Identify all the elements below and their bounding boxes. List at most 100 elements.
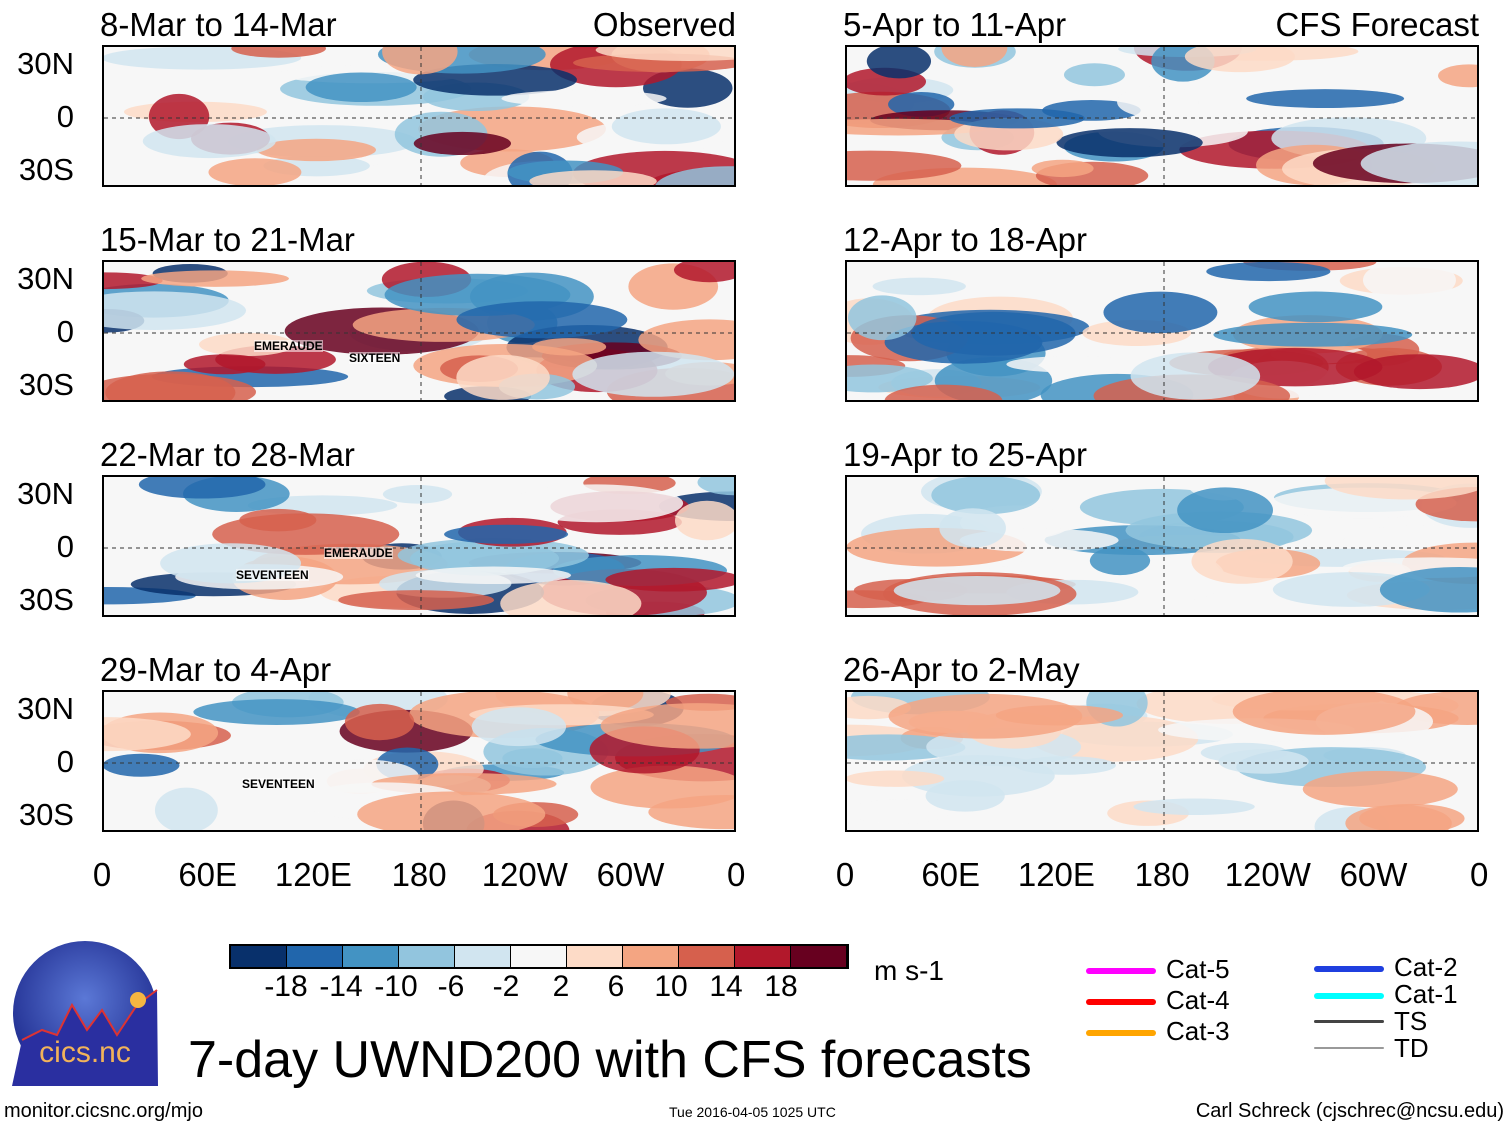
wind-anomaly-contour bbox=[847, 295, 917, 341]
wind-anomaly-contour bbox=[605, 567, 734, 592]
wind-anomaly-contour bbox=[501, 90, 667, 107]
track-legend-label: Cat-3 bbox=[1166, 1016, 1230, 1046]
wind-anomaly-contour bbox=[410, 541, 560, 576]
wind-anomaly-contour bbox=[893, 575, 1061, 606]
track-legend-label: TD bbox=[1394, 1033, 1429, 1063]
colorbar-swatch bbox=[567, 946, 623, 967]
track-legend-line-cat-3 bbox=[1086, 1030, 1156, 1036]
x-tick-label: 0 bbox=[92, 856, 112, 893]
footer-url[interactable]: monitor.cicsnc.org/mjo bbox=[4, 1100, 203, 1122]
storm-track-label: SIXTEEN bbox=[349, 351, 401, 365]
colorbar-swatch bbox=[399, 946, 455, 967]
colorbar-tick-label: -6 bbox=[437, 970, 465, 1003]
track-legend-line-td bbox=[1314, 1047, 1384, 1049]
wind-anomaly-contour bbox=[1213, 322, 1413, 347]
wind-anomaly-contour bbox=[338, 590, 495, 611]
map-panel bbox=[845, 690, 1479, 832]
wind-anomaly-contour bbox=[104, 291, 246, 331]
wind-anomaly-contour bbox=[1248, 291, 1383, 323]
colorbar-tick-label: 18 bbox=[764, 970, 798, 1003]
track-legend-label: TS bbox=[1394, 1006, 1428, 1036]
colorbar-tick-label: -2 bbox=[492, 970, 520, 1003]
track-legend-label: Cat-1 bbox=[1394, 979, 1458, 1009]
wind-anomaly-contour bbox=[502, 748, 563, 769]
map-panel: EMERAUDE SIXTEEN bbox=[102, 260, 736, 402]
cfs-forecast-label: CFS Forecast bbox=[1275, 6, 1479, 43]
colorbar-swatch bbox=[511, 946, 567, 967]
panel-title: 5-Apr to 11-Apr bbox=[843, 6, 1067, 43]
storm-track-label: SEVENTEEN bbox=[236, 568, 309, 582]
wind-anomaly-contour bbox=[1063, 63, 1125, 87]
wind-anomaly-contour bbox=[847, 799, 950, 824]
colorbar-swatch bbox=[455, 946, 511, 967]
storm-track-label: SEVENTEEN bbox=[242, 777, 315, 791]
wind-anomaly-contour bbox=[611, 108, 721, 145]
footer-author: Carl Schreck (cjschrec@ncsu.edu) bbox=[1195, 1100, 1504, 1122]
y-tick-label: 30S bbox=[18, 367, 74, 402]
cicsnc-logo: cics.nc bbox=[12, 940, 158, 1086]
track-legend-label: Cat-5 bbox=[1166, 954, 1230, 984]
colorbar-tick-label: -18 bbox=[264, 970, 308, 1003]
map-panel: SEVENTEEN EMERAUDE bbox=[102, 475, 736, 617]
colorbar-swatch bbox=[343, 946, 399, 967]
observed-label: Observed bbox=[592, 6, 736, 43]
wind-anomaly-contour bbox=[1218, 749, 1309, 774]
colorbar-swatch bbox=[231, 946, 287, 967]
y-tick-label: 30S bbox=[18, 797, 74, 832]
y-tick-label: 30N bbox=[17, 691, 74, 726]
wind-anomaly-contour bbox=[500, 580, 642, 615]
y-tick-label: 0 bbox=[56, 99, 74, 134]
colorbar-swatch bbox=[623, 946, 679, 967]
track-legend-line-cat-2 bbox=[1314, 966, 1384, 972]
x-tick-label: 120E bbox=[274, 856, 352, 893]
track-legend-line-cat-5 bbox=[1086, 968, 1156, 974]
wind-anomaly-contour bbox=[444, 524, 569, 544]
colorbar-swatch bbox=[791, 946, 847, 967]
y-tick-label: 30S bbox=[18, 152, 74, 187]
wind-anomaly-contour bbox=[1246, 89, 1405, 108]
track-legend-line-cat-4 bbox=[1086, 999, 1156, 1005]
x-tick-label: 60E bbox=[921, 856, 981, 893]
wind-anomaly-contour bbox=[1353, 354, 1477, 390]
wind-anomaly-contour bbox=[847, 364, 933, 393]
y-tick-label: 0 bbox=[56, 314, 74, 349]
wind-anomaly-contour bbox=[208, 158, 302, 185]
wind-anomaly-contour bbox=[1438, 64, 1477, 88]
wind-anomaly-contour bbox=[911, 311, 1076, 356]
wind-anomaly-contour bbox=[1379, 566, 1477, 613]
wind-anomaly-contour bbox=[456, 354, 550, 400]
wind-anomaly-contour bbox=[138, 477, 266, 499]
wind-anomaly-contour bbox=[1362, 262, 1456, 301]
footer-timestamp: Tue 2016-04-05 1025 UTC bbox=[669, 1104, 836, 1120]
y-tick-label: 30N bbox=[17, 476, 74, 511]
wind-anomaly-contour bbox=[105, 371, 236, 400]
colorbar-tick-label: 10 bbox=[654, 970, 688, 1003]
wind-anomaly-contour bbox=[1031, 159, 1094, 178]
wind-anomaly-contour bbox=[154, 787, 218, 830]
wind-anomaly-contour bbox=[872, 277, 966, 296]
wind-anomaly-contour bbox=[572, 351, 734, 397]
wind-anomaly-contour bbox=[925, 780, 1005, 812]
x-tick-label: 120W bbox=[481, 856, 568, 893]
wind-anomaly-contour bbox=[529, 170, 657, 185]
panel-title: 15-Mar to 21-Mar bbox=[100, 221, 355, 258]
wind-anomaly-contour bbox=[141, 270, 289, 287]
y-tick-label: 30S bbox=[18, 582, 74, 617]
wind-anomaly-contour bbox=[1191, 538, 1293, 584]
wind-anomaly-contour bbox=[674, 500, 734, 541]
wind-anomaly-contour bbox=[183, 354, 266, 375]
y-tick-label: 30N bbox=[17, 46, 74, 81]
panel-title: 26-Apr to 2-May bbox=[843, 651, 1080, 688]
wind-anomaly-contour bbox=[1345, 804, 1452, 830]
wind-anomaly-contour bbox=[1117, 86, 1199, 118]
wind-anomaly-contour bbox=[1015, 756, 1116, 775]
wind-anomaly-contour bbox=[104, 717, 191, 752]
colorbar-tick-label: 14 bbox=[709, 970, 743, 1003]
colorbar bbox=[229, 944, 849, 969]
wind-anomaly-contour bbox=[1184, 47, 1295, 73]
map-panel bbox=[845, 45, 1479, 187]
wind-anomaly-contour bbox=[193, 699, 360, 725]
wind-anomaly-contour bbox=[256, 138, 376, 162]
wind-anomaly-contour bbox=[1324, 477, 1477, 500]
y-tick-label: 0 bbox=[56, 529, 74, 564]
